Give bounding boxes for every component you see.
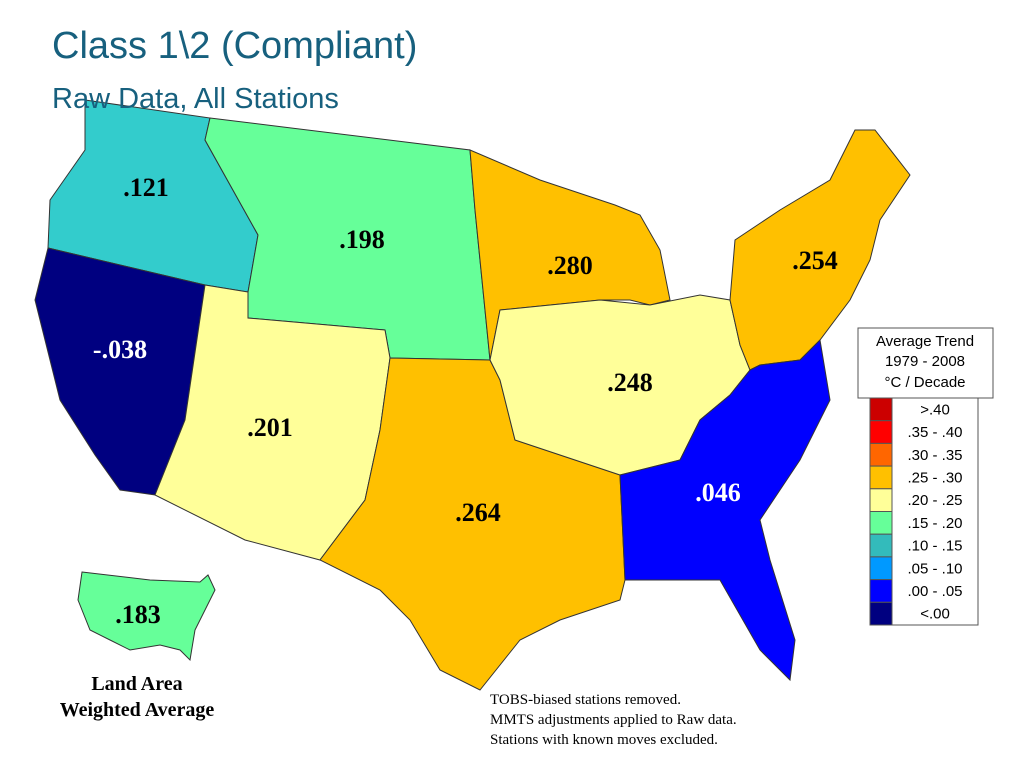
note: Stations with known moves excluded. <box>490 732 718 748</box>
legend-label: .25 - .30 <box>907 469 962 486</box>
legend-swatch <box>869 442 893 467</box>
region-label: .198 <box>339 225 385 254</box>
inset-label: .183 <box>115 600 161 629</box>
legend-label: .30 - .35 <box>907 447 962 464</box>
region-label: .046 <box>695 478 741 507</box>
legend-label: .20 - .25 <box>907 492 962 509</box>
region-label: .201 <box>247 413 293 442</box>
region <box>619 338 831 682</box>
title: Class 1\2 (Compliant) <box>52 25 417 67</box>
note: TOBS-biased stations removed. <box>490 692 681 708</box>
region-label: .264 <box>455 498 501 527</box>
legend-swatch <box>869 601 893 626</box>
legend-swatch <box>869 420 893 444</box>
legend-swatch <box>869 488 893 512</box>
legend: >.40 .35 - .40 .30 - .35 .25 - .30 .20 - .25… <box>869 397 979 626</box>
region-label: -.038 <box>93 335 147 364</box>
caption: Land Area <box>91 673 182 695</box>
note: MMTS adjustments applied to Raw data. <box>490 712 737 728</box>
legend-swatch <box>869 533 893 558</box>
legend-swatch <box>869 511 893 535</box>
legend-label: .35 - .40 <box>907 424 962 441</box>
inset-map <box>77 571 216 662</box>
region-label: .280 <box>547 251 593 280</box>
legend-label: .05 - .10 <box>907 560 962 577</box>
legend-label: .10 - .15 <box>907 538 962 555</box>
map <box>34 99 911 691</box>
legend-title: Average Trend <box>876 333 974 350</box>
legend-label: .15 - .20 <box>907 515 962 532</box>
legend-title: °C / Decade <box>884 374 965 391</box>
legend-label: >.40 <box>920 401 950 418</box>
legend-label: .00 - .05 <box>907 583 962 600</box>
region-label: .248 <box>607 368 653 397</box>
legend-title: 1979 - 2008 <box>885 353 965 370</box>
region-label: .121 <box>123 173 169 202</box>
legend-swatch <box>869 579 893 603</box>
legend-swatch <box>869 397 893 422</box>
region-label: .254 <box>792 246 838 275</box>
legend-swatch <box>869 465 893 490</box>
legend-label: <.00 <box>920 606 950 623</box>
legend-swatch <box>869 556 893 581</box>
subtitle: Raw Data, All Stations <box>52 83 339 115</box>
legend-title-box <box>857 327 994 399</box>
caption: Weighted Average <box>60 699 215 721</box>
